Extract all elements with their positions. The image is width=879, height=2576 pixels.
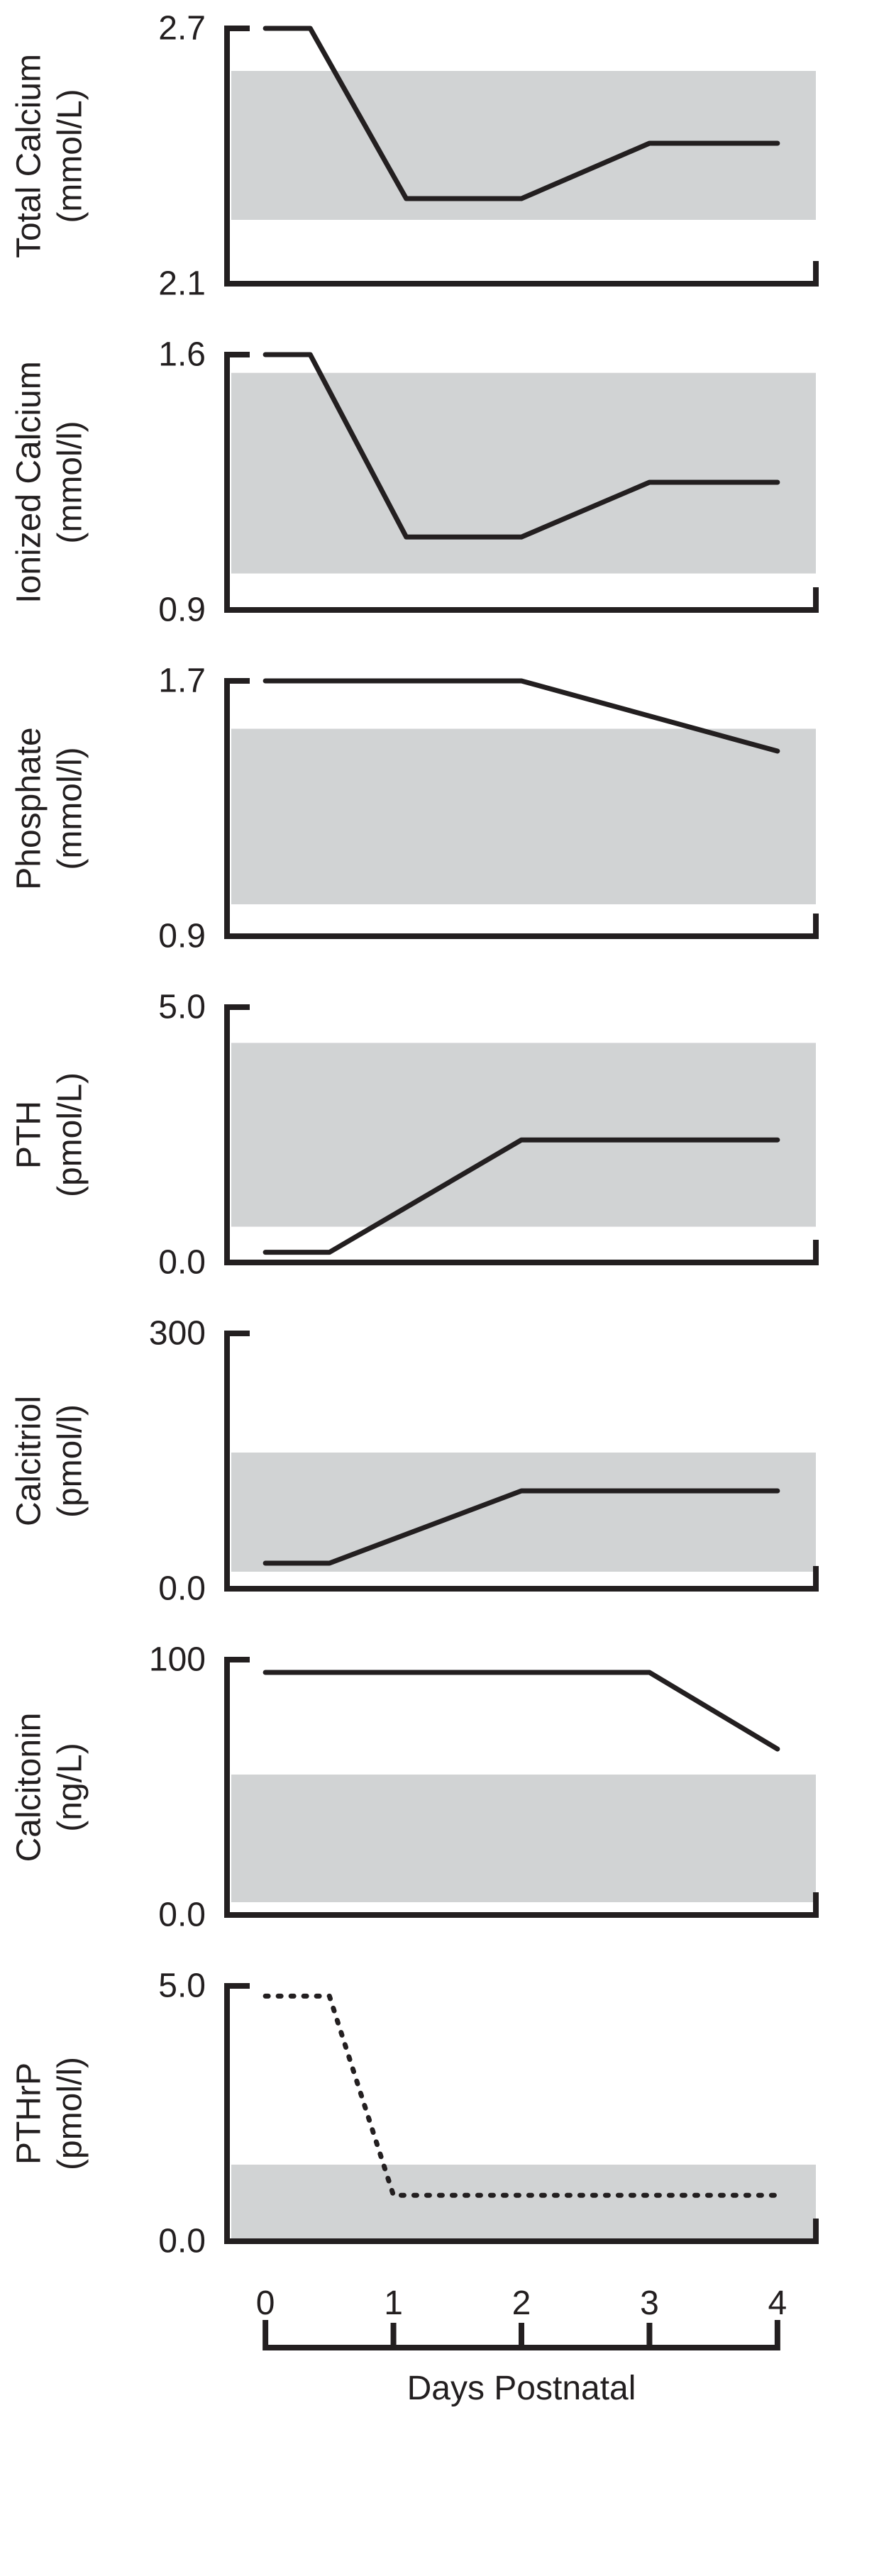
ylabel-line2: (pmol/l) [50, 2057, 91, 2170]
ylabel-line2: (mmol/l) [50, 727, 91, 890]
ytick-top: 2.7 [106, 9, 206, 48]
ylabel-line1: PTH [9, 1072, 50, 1197]
ytick-bottom: 0.9 [106, 917, 206, 956]
ylabel-calcitriol: Calcitriol(pmol/l) [0, 1333, 99, 1589]
ylabel-line2: (ng/L) [50, 1713, 91, 1862]
panel-pthrp: PTHrP(pmol/l)5.00.0 [0, 1986, 879, 2241]
plot-pth [213, 1000, 830, 1270]
ylabel-calcitonin: Calcitonin(ng/L) [0, 1660, 99, 1915]
panel-pth: PTH(pmol/L)5.00.0 [0, 1007, 879, 1262]
ylabel-total-calcium: Total Calcium(mmol/L) [0, 28, 99, 284]
ytick-bottom: 0.9 [106, 591, 206, 630]
panel-ionized-calcium: Ionized Calcium(mmol/l)1.60.9 [0, 355, 879, 610]
panel-total-calcium: Total Calcium(mmol/L)2.72.1 [0, 28, 879, 284]
ylabel-line2: (pmol/l) [50, 1396, 91, 1526]
plot-pthrp [213, 1979, 830, 2248]
plot-calcitriol [213, 1326, 830, 1596]
panel-calcitonin: Calcitonin(ng/L)1000.0 [0, 1660, 879, 1915]
ylabel-line1: Calcitonin [9, 1713, 50, 1862]
reference-band [231, 373, 816, 574]
reference-band [231, 1043, 816, 1226]
panel-calcitriol: Calcitriol(pmol/l)3000.0 [0, 1333, 879, 1589]
ytick-top: 5.0 [106, 988, 206, 1027]
reference-band [231, 1453, 816, 1572]
ytick-bottom: 0.0 [106, 2222, 206, 2261]
ytick-top: 1.6 [106, 335, 206, 374]
plot-phosphate [213, 674, 830, 943]
ylabel-line2: (pmol/L) [50, 1072, 91, 1197]
ytick-top: 100 [106, 1640, 206, 1680]
ytick-top: 1.7 [106, 662, 206, 701]
x-tick-label: 4 [768, 2284, 787, 2323]
panel-phosphate: Phosphate(mmol/l)1.70.9 [0, 681, 879, 936]
ytick-top: 300 [106, 1314, 206, 1353]
ylabel-line2: (mmol/L) [50, 54, 91, 258]
figure: Total Calcium(mmol/L)2.72.1Ionized Calci… [0, 0, 879, 2576]
reference-band [231, 2165, 816, 2241]
ylabel-pthrp: PTHrP(pmol/l) [0, 1986, 99, 2241]
reference-band [231, 729, 816, 905]
plot-ionized-calcium [213, 348, 830, 617]
x-tick-label: 1 [384, 2284, 403, 2323]
ylabel-phosphate: Phosphate(mmol/l) [0, 681, 99, 936]
x-tick-label: 2 [512, 2284, 531, 2323]
ytick-bottom: 0.0 [106, 1896, 206, 1935]
ylabel-ionized-calcium: Ionized Calcium(mmol/l) [0, 355, 99, 610]
ylabel-line1: Total Calcium [9, 54, 50, 258]
ytick-bottom: 0.0 [106, 1570, 206, 1609]
ylabel-pth: PTH(pmol/L) [0, 1007, 99, 1262]
plot-calcitonin [213, 1653, 830, 1922]
ytick-bottom: 0.0 [106, 1243, 206, 1282]
ylabel-line2: (mmol/l) [50, 361, 91, 603]
plot-total-calcium [213, 21, 830, 291]
x-tick-label: 0 [256, 2284, 275, 2323]
ylabel-line1: Phosphate [9, 727, 50, 890]
ylabel-line1: PTHrP [9, 2057, 50, 2170]
x-axis: 01234Days Postnatal [0, 2298, 879, 2454]
x-tick-label: 3 [640, 2284, 659, 2323]
data-line [265, 1672, 778, 1749]
ylabel-line1: Ionized Calcium [9, 361, 50, 603]
x-axis-label: Days Postnatal [407, 2369, 636, 2408]
ytick-top: 5.0 [106, 1967, 206, 2006]
ylabel-line1: Calcitriol [9, 1396, 50, 1526]
reference-band [231, 1775, 816, 1902]
ytick-bottom: 2.1 [106, 265, 206, 304]
